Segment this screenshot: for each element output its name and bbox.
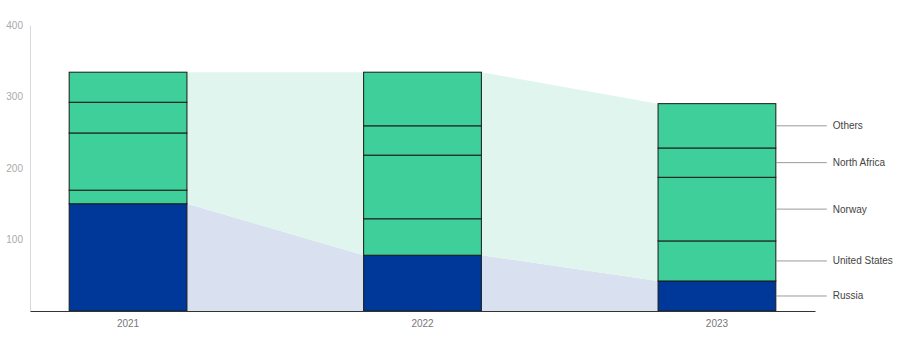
chart: 100 200 300 400 2021 2022 2023 Russia United Sta… — [0, 0, 920, 346]
bar-segment — [364, 219, 482, 255]
bar-segment — [658, 281, 776, 311]
series — [69, 72, 776, 148]
legend-label: Russia — [833, 290, 864, 301]
x-tick-label: 2021 — [117, 318, 140, 329]
legend-leader — [776, 162, 827, 163]
legend-label: Others — [833, 120, 863, 131]
bar-segment — [364, 255, 482, 311]
x-tick: 2022 — [411, 311, 434, 329]
bar-segment — [69, 133, 187, 190]
bar-segment — [69, 102, 187, 133]
x-axis: 2021 2022 2023 — [31, 311, 816, 329]
y-tick: 100 — [6, 234, 30, 245]
x-axis-line — [31, 311, 816, 312]
bar-segment — [69, 190, 187, 204]
y-tick: 300 — [6, 91, 30, 102]
connector-area — [187, 72, 364, 255]
y-axis: 100 200 300 400 — [6, 20, 30, 312]
y-tick-label: 300 — [6, 91, 23, 102]
y-tick-label: 100 — [6, 234, 23, 245]
x-tick: 2021 — [117, 311, 140, 329]
legend-leader — [776, 125, 827, 126]
bar-segment — [69, 72, 187, 102]
x-tick-label: 2022 — [411, 318, 434, 329]
y-tick-label: 200 — [6, 163, 23, 174]
legend-leader — [776, 260, 827, 261]
bar-segment — [658, 177, 776, 241]
y-tick: 400 — [6, 20, 30, 31]
x-tick-label: 2023 — [706, 318, 729, 329]
bar-segment — [364, 155, 482, 219]
legend-label: Norway — [833, 204, 867, 215]
legend-label: North Africa — [833, 157, 886, 168]
x-tick: 2023 — [706, 311, 729, 329]
bar-segment — [69, 204, 187, 311]
legend-leader — [776, 209, 827, 210]
bar-segment — [364, 72, 482, 126]
connector-area — [481, 72, 658, 281]
plot-area — [69, 72, 776, 311]
bar-segment — [364, 126, 482, 155]
legend: Russia United States Norway North Africa Oth… — [776, 120, 893, 301]
y-axis-line — [30, 26, 31, 312]
bar-segment — [658, 148, 776, 177]
y-tick: 200 — [6, 163, 30, 174]
y-tick-label: 400 — [6, 20, 23, 31]
legend-label: United States — [833, 255, 893, 266]
legend-leader — [776, 295, 827, 296]
bar-segment — [658, 104, 776, 148]
bar-segment — [658, 241, 776, 281]
